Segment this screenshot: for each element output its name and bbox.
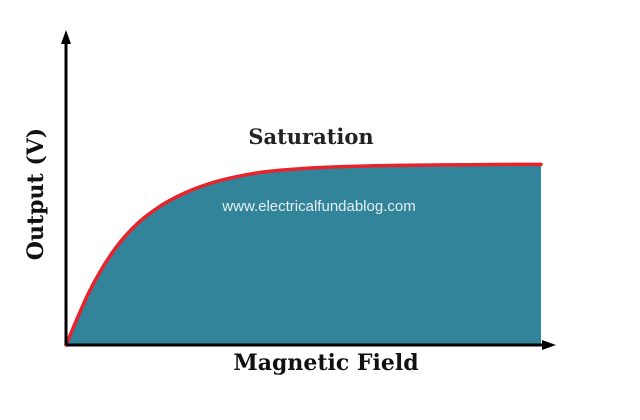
x-axis-arrowhead [542,340,556,350]
x-axis-label: Magnetic Field [233,350,418,376]
watermark-text: www.electricalfundablog.com [221,198,415,215]
annotation-label: Saturation [248,124,373,149]
series-curve [64,162,543,347]
y-axis-label: Output (V) [23,128,49,260]
area-fill [66,164,541,345]
y-axis-arrowhead [61,30,71,44]
